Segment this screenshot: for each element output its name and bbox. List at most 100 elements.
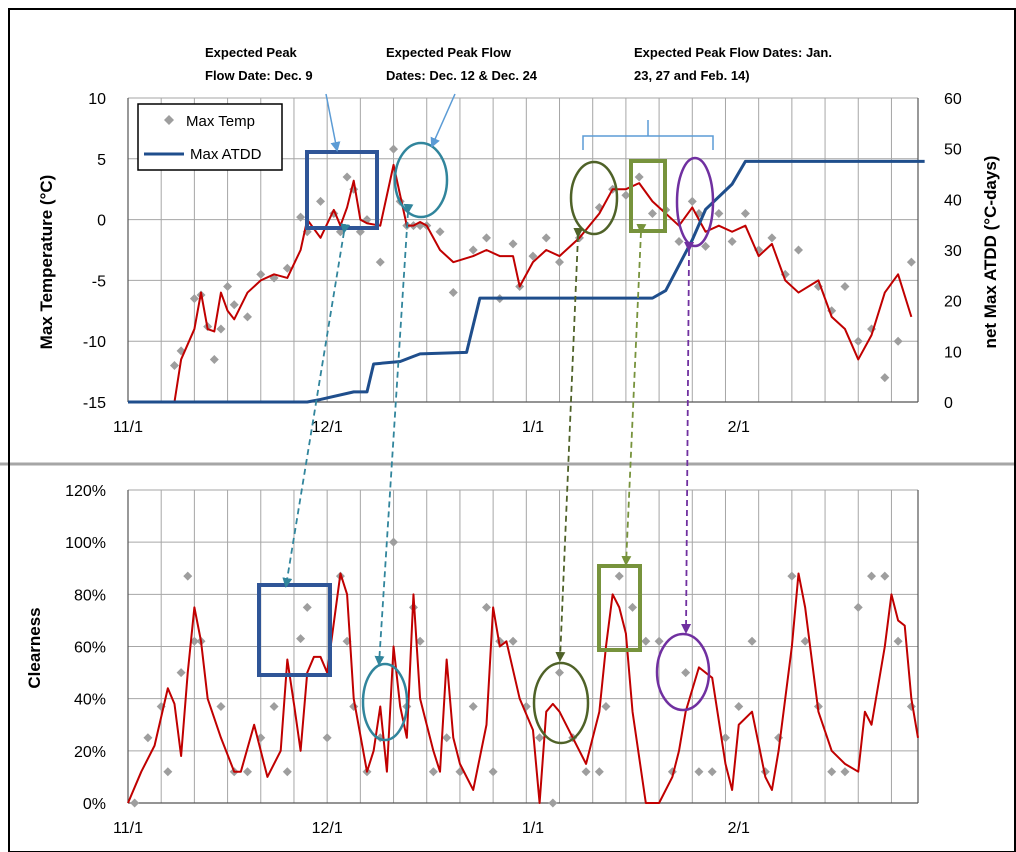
jan23-link-arrow bbox=[555, 227, 584, 662]
y2-tick-label: 20 bbox=[944, 294, 962, 311]
highlight-overlay bbox=[257, 93, 715, 745]
max-temp-legend-marker bbox=[164, 115, 174, 125]
y-tick-label: 0% bbox=[83, 796, 106, 813]
jan23-clearness-circle bbox=[532, 661, 590, 745]
y-tick-label: -5 bbox=[92, 273, 106, 290]
x-tick-label: 2/1 bbox=[728, 419, 750, 436]
max-temp-marker bbox=[701, 241, 711, 251]
clearness-marker bbox=[641, 636, 651, 646]
x-tick-label: 2/1 bbox=[728, 820, 750, 837]
max-temp-marker bbox=[853, 336, 863, 346]
y-tick-label: -15 bbox=[83, 395, 106, 412]
y2-tick-label: 40 bbox=[944, 192, 962, 209]
y2-tick-label: 30 bbox=[944, 243, 962, 260]
max-temp-marker bbox=[727, 236, 737, 246]
y2-tick-label: 60 bbox=[944, 91, 962, 108]
x-tick-label: 12/1 bbox=[312, 820, 343, 837]
max-temp-marker bbox=[209, 354, 219, 364]
dec9-callout-arrow bbox=[325, 93, 341, 152]
clearness-marker bbox=[734, 701, 744, 711]
y-tick-label: 0 bbox=[97, 213, 106, 230]
max-temp-marker bbox=[189, 294, 199, 304]
clearness-marker bbox=[614, 571, 624, 581]
clearness-marker bbox=[853, 602, 863, 612]
clearness-marker bbox=[183, 571, 193, 581]
clearness-marker bbox=[694, 767, 704, 777]
y2-tick-label: 10 bbox=[944, 344, 962, 361]
annotation-jan-feb-line2: 23, 27 and Feb. 14) bbox=[634, 68, 750, 83]
feb14-link-arrow bbox=[681, 241, 695, 634]
max-temp-marker bbox=[296, 212, 306, 222]
x-tick-label: 1/1 bbox=[522, 820, 544, 837]
y-tick-label: 20% bbox=[74, 744, 106, 761]
x-tick-label: 1/1 bbox=[522, 419, 544, 436]
clearness-marker bbox=[581, 767, 591, 777]
max-temp-marker bbox=[242, 312, 252, 322]
clearness-marker bbox=[282, 767, 292, 777]
annotation-dec9-line1: Expected Peak bbox=[205, 45, 298, 60]
clearness-marker bbox=[216, 701, 226, 711]
max-temp-marker bbox=[647, 209, 657, 219]
legend-frame bbox=[137, 103, 283, 171]
clearness-marker bbox=[163, 767, 173, 777]
clearness-marker bbox=[442, 733, 452, 743]
clearness-marker bbox=[707, 767, 717, 777]
clearness-marker bbox=[176, 668, 186, 678]
max-temp-marker bbox=[714, 209, 724, 219]
max-temp-marker bbox=[481, 233, 491, 243]
clearness-marker bbox=[880, 571, 890, 581]
max-temp-legend-label: Max Temp bbox=[186, 113, 255, 130]
max-temp-marker bbox=[508, 239, 518, 249]
x-tick-label: 11/1 bbox=[113, 820, 143, 837]
clearness-red-line bbox=[127, 572, 919, 804]
clearness-marker bbox=[867, 571, 877, 581]
atdd-axis-label: net Max ATDD (°C-days) bbox=[981, 156, 1000, 349]
max-temp-marker bbox=[256, 269, 266, 279]
x-tick-label: 12/1 bbox=[312, 419, 343, 436]
max-temp-marker bbox=[229, 300, 239, 310]
annotations: Expected Peak Flow Date: Dec. 9 Expected… bbox=[205, 45, 832, 83]
y-tick-label: 40% bbox=[74, 692, 106, 709]
max-temp-marker bbox=[389, 144, 399, 154]
max-temp-marker bbox=[687, 196, 697, 206]
max-temp-marker bbox=[880, 373, 890, 383]
clearness-marker bbox=[468, 701, 478, 711]
max-temp-marker bbox=[767, 233, 777, 243]
max-temp-marker bbox=[906, 257, 916, 267]
jan27-highlight-box bbox=[629, 159, 667, 233]
y2-tick-label: 50 bbox=[944, 142, 962, 159]
clearness-marker bbox=[787, 571, 797, 581]
clearness-marker bbox=[601, 701, 611, 711]
clearness-marker bbox=[893, 636, 903, 646]
max-temp-marker bbox=[216, 324, 226, 334]
clearness-marker bbox=[415, 636, 425, 646]
y-tick-label: 5 bbox=[97, 152, 106, 169]
feb14-clearness-circle bbox=[655, 632, 711, 712]
feb14-highlight-circle bbox=[675, 156, 715, 248]
dec12-highlight-circle bbox=[393, 141, 449, 219]
max-temp-marker bbox=[448, 288, 458, 298]
clearness-marker bbox=[555, 668, 565, 678]
clearness-marker bbox=[428, 767, 438, 777]
temperature-axis-label: Max Temperature (°C) bbox=[37, 175, 56, 350]
clearness-marker bbox=[827, 767, 837, 777]
max-temp-marker bbox=[794, 245, 804, 255]
clearness-marker bbox=[296, 634, 306, 644]
dec12-callout-arrow bbox=[430, 93, 456, 148]
clearness-marker bbox=[840, 767, 850, 777]
max-temp-red-line bbox=[173, 163, 913, 403]
annotation-dec9-line2: Flow Date: Dec. 9 bbox=[205, 68, 313, 83]
max-atdd-legend-label: Max ATDD bbox=[190, 146, 262, 163]
y-tick-label: -10 bbox=[83, 334, 106, 351]
clearness-marker bbox=[488, 767, 498, 777]
legend: Max Temp Max ATDD bbox=[137, 103, 283, 171]
clearness-marker bbox=[800, 636, 810, 646]
max-temp-marker bbox=[893, 336, 903, 346]
y-tick-label: 120% bbox=[65, 483, 106, 500]
clearness-chart: 120% 100% 80% 60% 40% 20% 0% 11/1 12/1 1/1 2/1 Cle… bbox=[25, 483, 919, 837]
y2-tick-label: 0 bbox=[944, 395, 953, 412]
max-temp-marker bbox=[316, 196, 326, 206]
clearness-marker bbox=[143, 733, 153, 743]
clearness-marker bbox=[720, 733, 730, 743]
